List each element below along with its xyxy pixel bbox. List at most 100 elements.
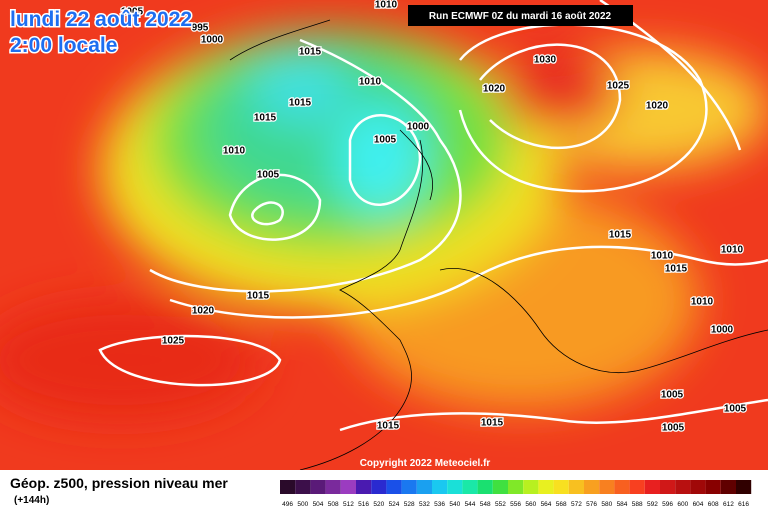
- scale-swatch: [280, 480, 296, 494]
- scale-label: 608: [708, 501, 719, 508]
- isobar-label: 1005: [121, 7, 144, 18]
- scale-swatch: [644, 480, 660, 494]
- scale-label: 500: [297, 501, 308, 508]
- isobar-label: 1005: [661, 390, 684, 401]
- isobar-label: 1015: [247, 291, 270, 302]
- isobar-label: 1010: [359, 77, 382, 88]
- isobar-label: 1015: [481, 418, 504, 429]
- scale-label: 504: [313, 501, 324, 508]
- isobar-label: 1005: [257, 170, 280, 181]
- scale-swatch: [614, 480, 630, 494]
- scale-label: 552: [495, 501, 506, 508]
- run-box: [408, 5, 633, 26]
- scale-label: 616: [738, 501, 749, 508]
- date: lundi 22 août 2022: [10, 8, 192, 31]
- scale-swatch: [386, 480, 402, 494]
- scale-swatch: [295, 480, 311, 494]
- isobar-label: 1010: [651, 251, 674, 262]
- scale-label: 612: [723, 501, 734, 508]
- lead-time: (+144h): [14, 495, 49, 506]
- scale-label: 592: [647, 501, 658, 508]
- scale-label: 588: [632, 501, 643, 508]
- isobar-label: 1015: [665, 264, 688, 275]
- scale-label: 512: [343, 501, 354, 508]
- scale-swatch: [310, 480, 326, 494]
- isobar-label: 1000: [711, 325, 734, 336]
- title: lundi 22 août 2022 2:00 locale: [9, 7, 194, 59]
- scale-label: 556: [510, 501, 521, 508]
- scale-label: 576: [586, 501, 597, 508]
- scale-label: 496: [282, 501, 293, 508]
- scale-label: 536: [434, 501, 445, 508]
- scale-swatch: [371, 480, 387, 494]
- isobar-label: 1020: [192, 306, 215, 317]
- scale-swatch: [416, 480, 432, 494]
- isobar-label: 1005: [724, 404, 747, 415]
- scale-swatch: [705, 480, 721, 494]
- scale-swatch: [660, 480, 676, 494]
- scale-swatch: [325, 480, 341, 494]
- scale-swatch: [568, 480, 584, 494]
- scale-label: 572: [571, 501, 582, 508]
- scale-label: 532: [419, 501, 430, 508]
- isobar-label: 1005: [662, 423, 685, 434]
- scale-label: 568: [556, 501, 567, 508]
- scale-label: 596: [662, 501, 673, 508]
- scale-swatch: [675, 480, 691, 494]
- scale-label: 548: [480, 501, 491, 508]
- scale-swatch: [629, 480, 645, 494]
- footer-title: Géop. z500, pression niveau mer: [10, 475, 228, 491]
- scale-swatch: [523, 480, 539, 494]
- isobar-label: 1015: [299, 47, 322, 58]
- isobar-label: 1015: [289, 98, 312, 109]
- scale-swatch: [356, 480, 372, 494]
- copyright: Copyright 2022 Meteociel.fr: [360, 458, 491, 469]
- scale-swatch: [447, 480, 463, 494]
- scale-label: 560: [525, 501, 536, 508]
- isobar-label: 995: [192, 23, 209, 34]
- scale-label: 544: [465, 501, 476, 508]
- scale-swatch: [553, 480, 569, 494]
- scale-swatch: [492, 480, 508, 494]
- scale-label: 520: [373, 501, 384, 508]
- scale-label: 584: [617, 501, 628, 508]
- run-info: Run ECMWF 0Z du mardi 16 août 2022: [429, 11, 612, 22]
- coastlines: [229, 19, 768, 471]
- scale-swatch: [432, 480, 448, 494]
- color-scale: 496 500 504 508 512 516 520 524 528 532 536 540 544 5…: [280, 480, 752, 508]
- isobar-label: 1015: [609, 230, 632, 241]
- isobar-label: 1010: [721, 245, 744, 256]
- scale-label: 564: [541, 501, 552, 508]
- scale-swatch: [340, 480, 356, 494]
- isobar-label: 1020: [646, 101, 669, 112]
- isobar-label: 1005: [374, 135, 397, 146]
- isobar-label: 1030: [534, 55, 557, 66]
- time: 2:00 locale: [10, 34, 117, 57]
- scale-swatch: [401, 480, 417, 494]
- scale-label: 516: [358, 501, 369, 508]
- isobar-label: 1015: [377, 421, 400, 432]
- scale-label: 508: [328, 501, 339, 508]
- isobar-labels: 1005995100010101015101510151010101010001…: [120, 0, 748, 435]
- scale-swatch: [538, 480, 554, 494]
- isobar-label: 1020: [483, 84, 506, 95]
- scale-label: 600: [677, 501, 688, 508]
- scale-swatch: [508, 480, 524, 494]
- scale-swatch: [720, 480, 736, 494]
- isobar-label: 1010: [691, 297, 714, 308]
- isobar-label: 1010: [375, 0, 398, 11]
- isobar-label: 1000: [201, 35, 224, 46]
- scale-label: 540: [449, 501, 460, 508]
- scale-label: 604: [693, 501, 704, 508]
- scale-label: 528: [404, 501, 415, 508]
- isobar-label: 1015: [254, 113, 277, 124]
- isobar-label: 1010: [223, 146, 246, 157]
- scale-swatch: [462, 480, 478, 494]
- scale-label: 524: [389, 501, 400, 508]
- isobar-label: 1000: [407, 122, 430, 133]
- field: [0, 0, 768, 470]
- scale-swatch: [690, 480, 706, 494]
- scale-label: 580: [601, 501, 612, 508]
- scale-swatch: [736, 480, 752, 494]
